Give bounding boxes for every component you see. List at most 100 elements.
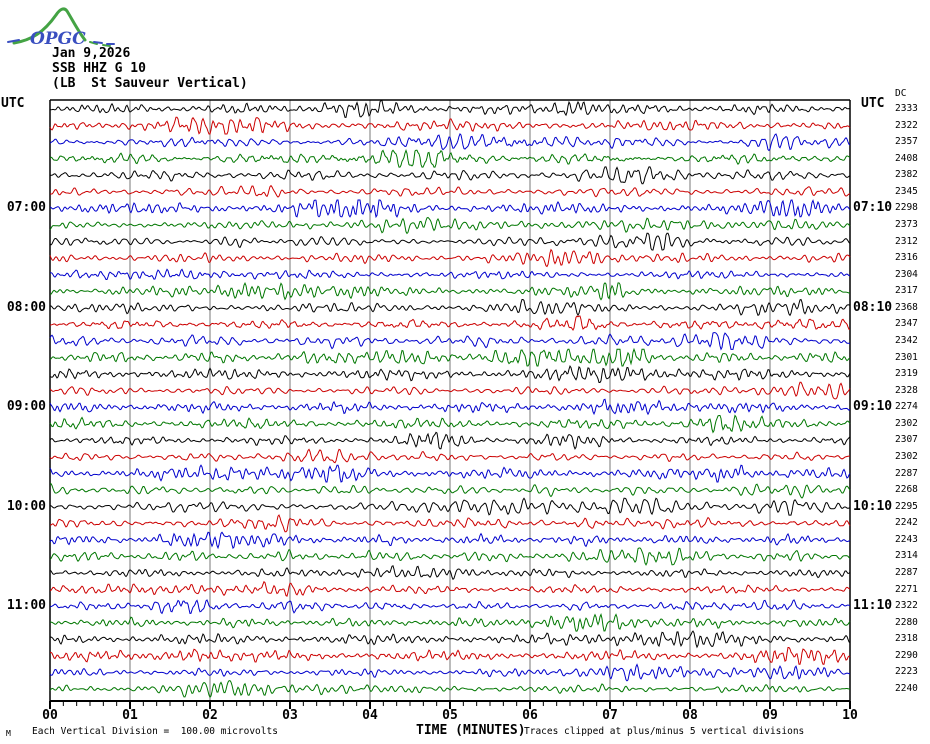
dc-value-row-32: 2280 xyxy=(895,616,918,628)
dc-value-row-8: 2373 xyxy=(895,218,918,230)
seismo-trace-row-31 xyxy=(49,599,851,615)
logo-wave-dashes xyxy=(89,41,111,47)
dc-value-row-21: 2307 xyxy=(895,434,918,446)
minute-label-03: 03 xyxy=(282,708,298,723)
seismo-trace-row-24 xyxy=(49,483,851,499)
seismo-trace-row-2 xyxy=(49,116,851,135)
dc-value-row-9: 2312 xyxy=(895,235,918,247)
dc-value-row-34: 2290 xyxy=(895,649,918,661)
minute-label-10: 10 xyxy=(842,708,858,723)
seismo-trace-row-33 xyxy=(49,630,851,649)
minute-label-02: 02 xyxy=(202,708,218,723)
minute-label-07: 07 xyxy=(602,708,618,723)
seismo-trace-row-30 xyxy=(49,580,851,597)
dc-value-row-6: 2345 xyxy=(895,185,918,197)
seismo-trace-row-12 xyxy=(49,281,851,301)
dc-value-row-5: 2382 xyxy=(895,169,918,181)
dc-value-row-7: 2298 xyxy=(895,202,918,214)
micro-mark: M xyxy=(6,729,11,738)
seismo-trace-row-14 xyxy=(49,315,851,331)
dc-value-row-18: 2328 xyxy=(895,384,918,396)
seismo-trace-row-16 xyxy=(49,347,851,367)
header-station: SSB HHZ G 10 xyxy=(52,61,146,76)
minute-label-04: 04 xyxy=(362,708,378,723)
seismo-trace-row-4 xyxy=(49,149,851,168)
dc-value-row-12: 2317 xyxy=(895,285,918,297)
header-date: Jan 9,2026 xyxy=(52,46,131,61)
hour-label-right-09:10: 09:10 xyxy=(853,399,893,415)
dc-value-row-28: 2314 xyxy=(895,550,918,562)
logo-text: OPGC xyxy=(30,29,86,49)
dc-value-row-29: 2287 xyxy=(895,566,918,578)
dc-value-row-26: 2242 xyxy=(895,517,918,529)
minute-label-06: 06 xyxy=(522,708,538,723)
minute-label-05: 05 xyxy=(442,708,458,723)
minute-label-08: 08 xyxy=(682,708,698,723)
minute-label-00: 00 xyxy=(42,708,58,723)
utc-label-left: UTC xyxy=(1,96,25,111)
hour-label-left-10:00: 10:00 xyxy=(6,498,46,514)
seismo-trace-row-5 xyxy=(49,166,851,185)
seismo-trace-row-11 xyxy=(50,268,851,281)
seismo-trace-row-27 xyxy=(49,531,851,550)
seismo-trace-row-25 xyxy=(50,497,850,516)
dc-value-row-14: 2347 xyxy=(895,318,918,330)
dc-value-row-11: 2304 xyxy=(895,268,918,280)
seismo-trace-row-18 xyxy=(49,381,851,400)
hour-label-right-11:10: 11:10 xyxy=(853,598,893,614)
hour-label-left-08:00: 08:00 xyxy=(6,299,46,315)
seismo-trace-row-36 xyxy=(49,680,851,699)
dc-value-row-33: 2318 xyxy=(895,633,918,645)
logo-blue-dashes xyxy=(7,39,115,45)
seismo-trace-row-20 xyxy=(49,414,851,434)
dc-value-row-15: 2342 xyxy=(895,334,918,346)
dc-value-row-23: 2287 xyxy=(895,467,918,479)
seismo-trace-row-32 xyxy=(49,613,851,632)
dc-value-row-35: 2223 xyxy=(895,666,918,678)
utc-label-right: UTC xyxy=(861,96,885,111)
dc-column-header: DC xyxy=(895,88,907,99)
seismo-trace-row-22 xyxy=(49,448,851,464)
seismo-trace-row-10 xyxy=(49,248,851,268)
clip-note: Traces clipped at plus/minus 5 vertical … xyxy=(524,726,805,737)
dc-value-row-30: 2271 xyxy=(895,583,918,595)
dc-value-row-36: 2240 xyxy=(895,682,918,694)
dc-value-row-16: 2301 xyxy=(895,351,918,363)
dc-value-row-31: 2322 xyxy=(895,600,918,612)
dc-value-row-10: 2316 xyxy=(895,252,918,264)
hour-label-right-08:10: 08:10 xyxy=(853,299,893,315)
dc-value-row-27: 2243 xyxy=(895,533,918,545)
dc-value-row-25: 2295 xyxy=(895,500,918,512)
seismo-trace-row-26 xyxy=(50,514,851,533)
seismo-trace-row-17 xyxy=(49,364,851,383)
seismo-trace-row-34 xyxy=(49,647,851,665)
dc-value-row-22: 2302 xyxy=(895,450,918,462)
seismo-trace-row-13 xyxy=(49,298,851,317)
time-axis-label: TIME (MINUTES) xyxy=(416,723,526,738)
seismo-trace-row-19 xyxy=(49,398,851,416)
opgc-logo: OPGC xyxy=(7,7,115,49)
dc-value-row-20: 2302 xyxy=(895,417,918,429)
seismo-trace-row-1 xyxy=(49,100,851,118)
dc-value-row-3: 2357 xyxy=(895,136,918,148)
minute-label-09: 09 xyxy=(762,708,778,723)
hour-label-left-07:00: 07:00 xyxy=(6,200,46,216)
logo-mountain-wave xyxy=(12,7,87,45)
seismo-trace-row-23 xyxy=(49,464,851,483)
hour-label-right-07:10: 07:10 xyxy=(853,200,893,216)
dc-value-row-24: 2268 xyxy=(895,484,918,496)
dc-value-row-13: 2368 xyxy=(895,301,918,313)
seismo-trace-row-6 xyxy=(49,184,851,198)
minute-label-01: 01 xyxy=(122,708,138,723)
hour-label-left-11:00: 11:00 xyxy=(6,598,46,614)
dc-value-row-19: 2274 xyxy=(895,401,918,413)
seismo-trace-row-15 xyxy=(49,332,851,351)
dc-value-row-2: 2322 xyxy=(895,119,918,131)
dc-value-row-4: 2408 xyxy=(895,152,918,164)
header-location: (LB St Sauveur Vertical) xyxy=(52,76,248,91)
seismo-trace-row-35 xyxy=(49,663,851,682)
hour-label-left-09:00: 09:00 xyxy=(6,399,46,415)
dc-value-row-1: 2333 xyxy=(895,103,918,114)
